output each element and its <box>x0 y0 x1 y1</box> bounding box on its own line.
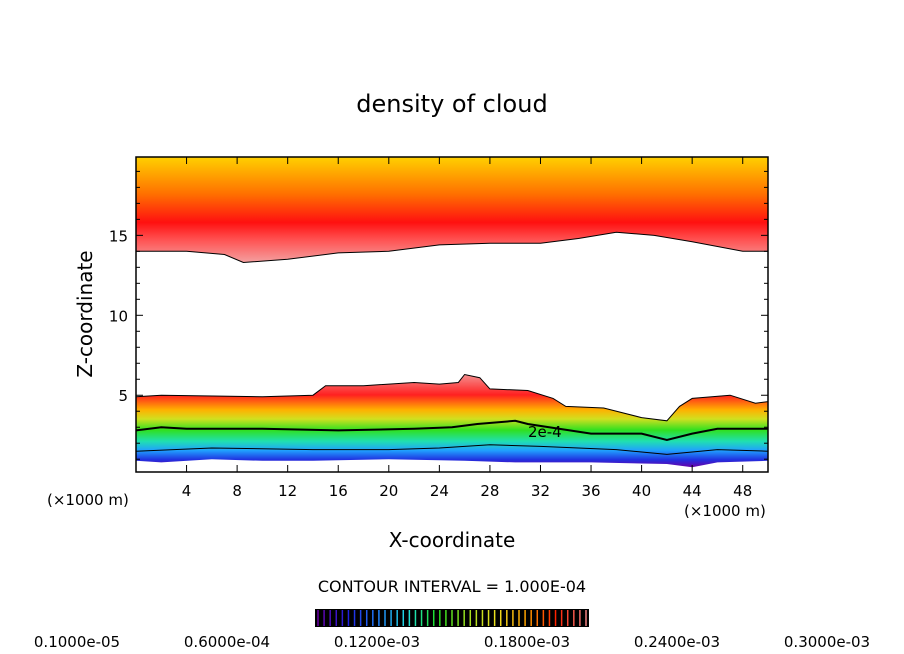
x-tick-label: 44 <box>683 482 702 500</box>
y-unit-label: (×1000 m) <box>47 491 129 509</box>
y-tick-label: 10 <box>109 307 128 325</box>
x-axis-label: X-coordinate <box>389 528 516 552</box>
plot-frame <box>135 156 769 473</box>
colorbar-label: 0.1000e-05 <box>34 633 120 651</box>
contour-line-2e-4 <box>136 419 768 442</box>
x-tick-label: 36 <box>581 482 600 500</box>
x-tick-label: 48 <box>733 482 752 500</box>
upper-cloud-layer <box>136 157 768 263</box>
colorbar-label: 0.2400e-03 <box>634 633 720 651</box>
chart-title: density of cloud <box>356 90 547 118</box>
contour-line-lower <box>136 444 768 455</box>
colorbar-label: 0.3000e-03 <box>784 633 870 651</box>
y-tick-label: 5 <box>118 387 128 405</box>
x-tick-label: 40 <box>632 482 651 500</box>
x-tick-label: 4 <box>182 482 192 500</box>
x-tick-label: 8 <box>232 482 242 500</box>
contour-label: 2e-4 <box>528 423 562 441</box>
x-tick-label: 12 <box>278 482 297 500</box>
x-tick-label: 24 <box>430 482 449 500</box>
x-tick-label: 28 <box>480 482 499 500</box>
x-tick-label: 32 <box>531 482 550 500</box>
x-unit-label: (×1000 m) <box>684 502 766 520</box>
contour-line-cloud-top <box>136 373 768 422</box>
y-tick-label: 15 <box>109 227 128 245</box>
x-tick-label: 20 <box>379 482 398 500</box>
colorbar <box>315 609 589 627</box>
contour-line-upper <box>136 231 768 264</box>
colorbar-label: 0.6000e-04 <box>184 633 270 651</box>
colorbar-label: 0.1800e-03 <box>484 633 570 651</box>
contour-lines <box>136 231 768 455</box>
contour-interval-text: CONTOUR INTERVAL = 1.000E-04 <box>318 577 586 596</box>
x-tick-label: 16 <box>329 482 348 500</box>
contour-fills <box>136 157 768 468</box>
colorbar-labels: 0.1000e-05 0.6000e-04 0.1200e-03 0.1800e-03… <box>34 633 870 651</box>
y-axis-label: Z-coordinate <box>73 250 97 377</box>
colorbar-label: 0.1200e-03 <box>334 633 420 651</box>
lower-cloud-layer <box>136 374 768 468</box>
